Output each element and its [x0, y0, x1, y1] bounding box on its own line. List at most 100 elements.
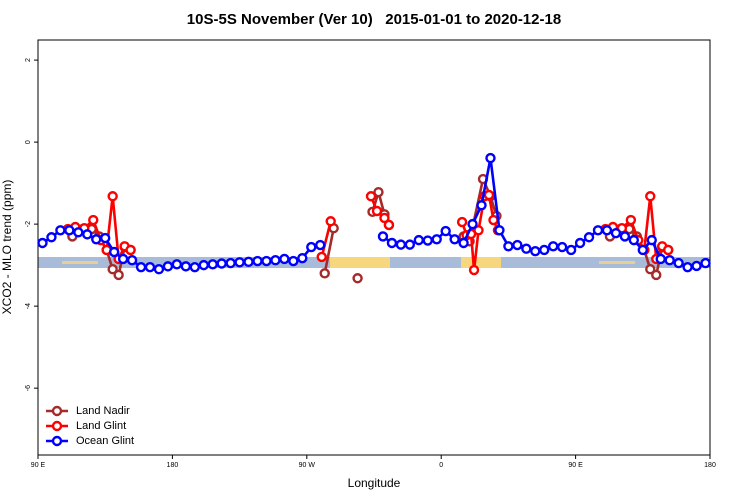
- x-tick-label: 90 E: [31, 462, 46, 469]
- data-point: [619, 231, 631, 242]
- legend-marker: [51, 405, 63, 417]
- data-point: [386, 237, 398, 249]
- data-point: [180, 261, 192, 272]
- data-point: [601, 225, 613, 236]
- data-point: [473, 225, 484, 236]
- data-point: [162, 261, 174, 272]
- legend-label: Ocean Glint: [76, 435, 134, 447]
- data-point: [413, 234, 424, 246]
- data-point: [373, 186, 384, 198]
- land-band: [330, 257, 390, 268]
- data-point: [539, 244, 550, 256]
- data-point: [225, 257, 236, 269]
- data-point: [297, 252, 308, 264]
- legend-label: Land Nadir: [76, 405, 130, 417]
- data-point: [625, 214, 637, 226]
- data-point: [377, 231, 389, 242]
- data-point: [485, 152, 496, 164]
- data-point: [691, 260, 702, 272]
- data-point: [422, 235, 433, 246]
- data-point: [440, 225, 451, 237]
- data-point: [583, 232, 595, 243]
- land-band: [62, 261, 98, 264]
- data-point: [37, 237, 48, 249]
- data-point: [682, 261, 693, 273]
- data-point: [503, 241, 514, 252]
- data-point: [664, 255, 675, 266]
- data-point: [279, 253, 290, 265]
- data-point: [108, 246, 120, 258]
- data-point: [655, 253, 666, 265]
- legend: Land Nadir Land Glint Ocean Glint: [46, 405, 134, 447]
- data-point: [189, 261, 201, 273]
- data-point: [458, 237, 469, 249]
- x-tick-label: 180: [167, 462, 179, 469]
- data-point: [494, 225, 505, 236]
- data-point: [483, 189, 495, 201]
- data-point: [565, 244, 577, 256]
- data-point: [662, 244, 674, 256]
- data-point: [107, 191, 118, 202]
- x-axis-label: Longitude: [348, 476, 401, 490]
- data-point: [243, 256, 254, 268]
- data-point: [512, 239, 523, 251]
- data-point: [171, 259, 183, 270]
- data-point: [395, 239, 407, 250]
- data-point: [319, 268, 330, 279]
- data-point: [404, 239, 416, 250]
- data-point: [82, 229, 93, 240]
- data-point: [288, 255, 299, 267]
- data-point: [316, 251, 327, 263]
- data-point: [216, 258, 227, 269]
- data-point: [113, 269, 124, 281]
- legend-label: Land Glint: [76, 420, 126, 432]
- y-tick-label: 2: [25, 58, 32, 62]
- x-tick-label: 90 E: [568, 462, 583, 469]
- data-point: [55, 225, 66, 236]
- data-point: [645, 191, 656, 202]
- data-point: [252, 255, 263, 267]
- data-point: [610, 227, 622, 239]
- data-point: [270, 255, 281, 266]
- data-point: [431, 234, 442, 245]
- legend-marker: [51, 420, 63, 432]
- data-point: [548, 241, 559, 252]
- data-point: [107, 264, 118, 275]
- data-point: [198, 259, 209, 271]
- data-point: [673, 257, 684, 269]
- data-point: [488, 214, 499, 226]
- y-tick-label: -2: [25, 221, 32, 227]
- data-point: [628, 234, 640, 246]
- y-tick-label: 0: [25, 140, 32, 144]
- data-point: [592, 225, 604, 236]
- data-point: [325, 216, 336, 227]
- data-point: [449, 234, 460, 245]
- data-point: [125, 244, 136, 256]
- data-point: [467, 218, 478, 230]
- data-point: [126, 255, 138, 266]
- data-point: [556, 241, 568, 253]
- data-point: [365, 191, 377, 202]
- data-point: [645, 264, 656, 275]
- data-point: [383, 219, 395, 231]
- data-point: [207, 259, 218, 270]
- data-point: [371, 205, 383, 217]
- x-tick-label: 180: [704, 462, 716, 469]
- data-point: [468, 264, 480, 276]
- series: [37, 152, 711, 275]
- x-tick-label: 0: [439, 462, 443, 469]
- data-point: [91, 234, 102, 245]
- plot-frame: [37, 39, 711, 456]
- land-band: [599, 261, 635, 264]
- data-point: [88, 214, 99, 226]
- data-point: [46, 232, 57, 243]
- y-axis-label: XCO2 - MLO trend (ppm): [0, 180, 14, 315]
- y-tick-label: -6: [25, 385, 32, 391]
- data-point: [315, 239, 326, 251]
- x-tick-label: 90 W: [299, 462, 316, 469]
- y-tick-label: -4: [25, 303, 32, 309]
- land-ocean-strip: [38, 257, 710, 268]
- data-point: [99, 232, 111, 244]
- chart-title: 10S-5S November (Ver 10) 2015-01-01 to 2…: [187, 11, 561, 28]
